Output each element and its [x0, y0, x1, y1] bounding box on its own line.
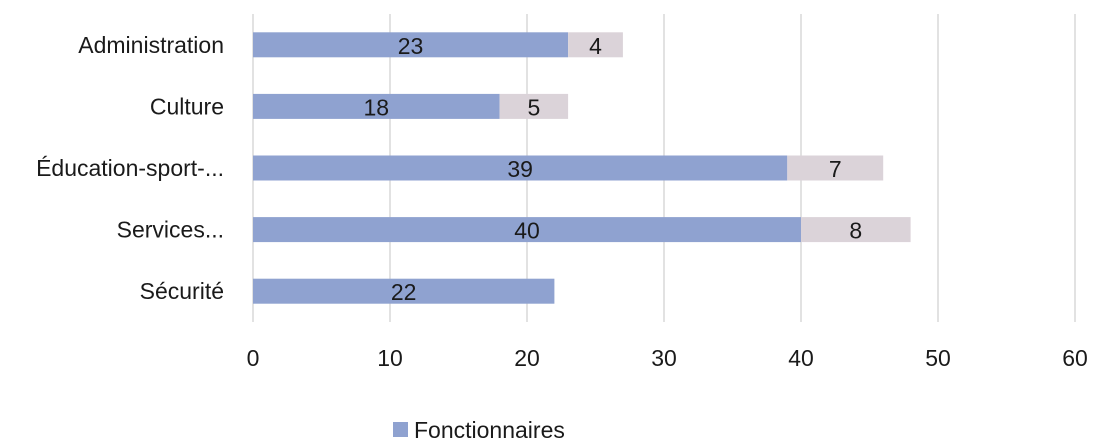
bar-segment-series-2: [787, 155, 884, 181]
data-label: 39: [507, 156, 533, 182]
category-label: Services...: [117, 217, 224, 243]
data-label: 18: [364, 94, 390, 120]
category-label: Sécurité: [140, 278, 224, 304]
bar-segment-series-2: [499, 93, 569, 119]
x-tick-label-60: 60: [1062, 345, 1088, 371]
x-tick-label-0: 0: [247, 345, 260, 371]
legend: Fonctionnaires: [393, 417, 565, 439]
data-label: 8: [849, 218, 862, 244]
x-tick-label-20: 20: [514, 345, 540, 371]
bar-segment-series-2: [801, 217, 911, 243]
x-tick-label-50: 50: [925, 345, 951, 371]
data-label: 22: [391, 279, 417, 305]
category-label: Culture: [150, 93, 224, 119]
bar-segment-fonctionnaires: [253, 155, 788, 181]
data-label: 7: [829, 156, 842, 182]
bar-segment-fonctionnaires: [253, 217, 801, 243]
data-label: 40: [514, 218, 540, 244]
x-tick-label-40: 40: [788, 345, 814, 371]
category-labels: Administration Culture Éducation-sport-...…: [36, 32, 224, 304]
legend-label-fonctionnaires: Fonctionnaires: [414, 417, 565, 439]
bar-segment-fonctionnaires: [253, 278, 555, 304]
bars: [253, 32, 911, 304]
category-label: Administration: [78, 32, 224, 58]
bar-segment-fonctionnaires: [253, 32, 569, 58]
data-label: 4: [589, 33, 602, 59]
data-label: 5: [527, 94, 540, 120]
x-tick-label-30: 30: [651, 345, 677, 371]
legend-swatch-fonctionnaires: [393, 422, 408, 437]
category-label: Éducation-sport-...: [36, 155, 224, 181]
bar-segment-series-2: [568, 32, 623, 58]
bar-segment-fonctionnaires: [253, 93, 500, 119]
x-axis-tick-labels: 0 10 20 30 40 50 60: [247, 345, 1088, 371]
data-labels: 23 4 18 5 39 7 40 8 22: [364, 33, 863, 305]
x-tick-label-10: 10: [377, 345, 403, 371]
data-label: 23: [398, 33, 424, 59]
